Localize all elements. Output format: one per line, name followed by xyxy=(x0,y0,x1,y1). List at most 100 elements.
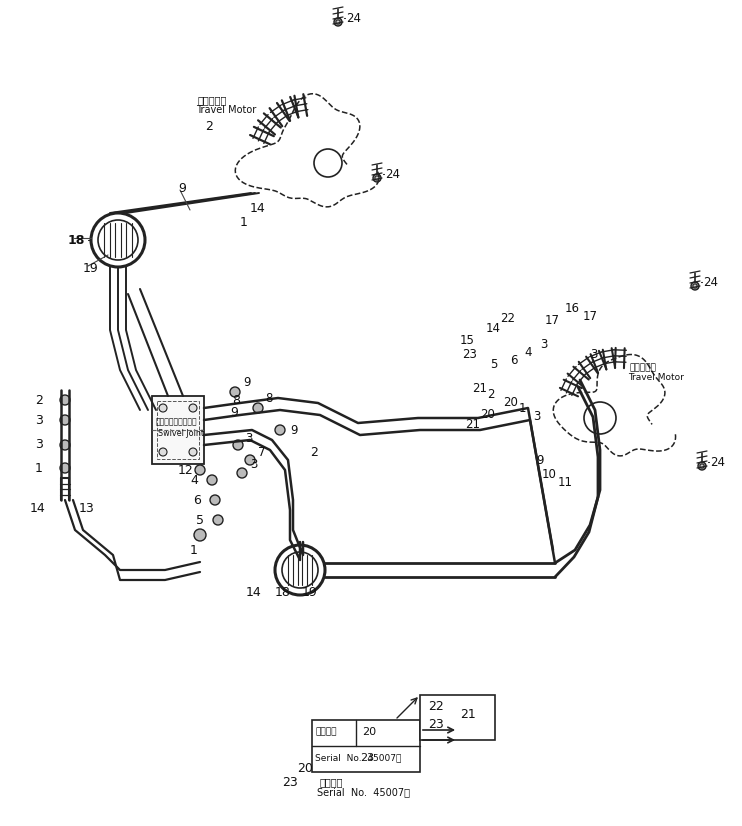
Circle shape xyxy=(159,404,167,412)
Text: 24: 24 xyxy=(385,168,400,181)
Text: 21: 21 xyxy=(460,709,476,721)
Text: 2: 2 xyxy=(35,393,43,406)
Circle shape xyxy=(60,463,70,473)
Text: 2: 2 xyxy=(310,447,318,459)
Text: 6: 6 xyxy=(193,493,201,506)
Text: Serial  No.  45007～: Serial No. 45007～ xyxy=(315,753,401,762)
Text: 14: 14 xyxy=(486,321,501,335)
Text: 2: 2 xyxy=(487,388,494,401)
Text: 11: 11 xyxy=(558,476,573,488)
Text: 12: 12 xyxy=(178,463,194,477)
Text: 23: 23 xyxy=(360,753,374,763)
Bar xyxy=(312,720,420,772)
Text: 23: 23 xyxy=(282,776,298,789)
Text: 18: 18 xyxy=(68,234,85,246)
Text: Swivel Joint: Swivel Joint xyxy=(158,430,204,439)
Text: 適用号等: 適用号等 xyxy=(320,777,344,787)
Text: 17: 17 xyxy=(583,310,598,322)
Text: 23: 23 xyxy=(428,719,444,732)
Text: 20: 20 xyxy=(297,762,313,775)
Text: 9: 9 xyxy=(230,406,238,419)
Text: 9: 9 xyxy=(243,376,251,388)
Text: 9: 9 xyxy=(536,453,543,467)
Text: 5: 5 xyxy=(196,514,204,526)
Circle shape xyxy=(375,176,379,180)
Text: 14: 14 xyxy=(246,586,262,599)
Text: 5: 5 xyxy=(490,358,497,372)
Text: 22: 22 xyxy=(428,700,444,714)
Text: 10: 10 xyxy=(542,468,557,482)
Text: 15: 15 xyxy=(460,334,475,346)
Text: 1: 1 xyxy=(35,462,43,474)
Text: 3: 3 xyxy=(590,349,597,362)
Text: 3: 3 xyxy=(245,431,252,444)
Circle shape xyxy=(60,395,70,405)
Circle shape xyxy=(60,440,70,450)
Text: 1: 1 xyxy=(190,544,198,557)
Text: 13: 13 xyxy=(79,501,95,515)
Circle shape xyxy=(159,448,167,456)
Circle shape xyxy=(210,495,220,505)
Circle shape xyxy=(275,425,285,435)
Circle shape xyxy=(373,174,381,182)
Circle shape xyxy=(189,404,197,412)
Circle shape xyxy=(253,403,263,413)
Text: 14: 14 xyxy=(30,501,46,515)
Text: 1: 1 xyxy=(240,216,248,229)
Text: 24: 24 xyxy=(703,276,718,288)
Text: 21: 21 xyxy=(465,419,480,431)
Circle shape xyxy=(189,448,197,456)
Text: 3: 3 xyxy=(250,458,257,472)
Text: Travel Motor: Travel Motor xyxy=(196,105,256,115)
Text: Travel Motor: Travel Motor xyxy=(628,373,684,382)
Text: 4: 4 xyxy=(190,473,198,487)
Bar xyxy=(420,695,495,740)
Text: 走行モータ: 走行モータ xyxy=(630,363,657,373)
Text: 18: 18 xyxy=(275,586,291,599)
Text: 21: 21 xyxy=(472,382,487,395)
Circle shape xyxy=(245,455,255,465)
Text: 20: 20 xyxy=(480,409,495,421)
Text: スイベルジョイント: スイベルジョイント xyxy=(156,417,197,426)
Text: 4: 4 xyxy=(524,345,531,358)
Text: 9: 9 xyxy=(290,424,298,436)
Circle shape xyxy=(213,515,223,525)
Circle shape xyxy=(230,387,240,397)
Text: 24: 24 xyxy=(346,12,361,25)
Circle shape xyxy=(194,529,206,541)
Circle shape xyxy=(698,462,706,470)
Text: 14: 14 xyxy=(250,202,266,215)
Circle shape xyxy=(700,464,704,468)
Text: 1: 1 xyxy=(519,401,527,415)
Circle shape xyxy=(237,468,247,478)
Text: 3: 3 xyxy=(35,414,43,426)
Circle shape xyxy=(693,284,697,288)
Text: 8: 8 xyxy=(232,393,240,406)
Circle shape xyxy=(334,18,342,26)
Text: 走行モータ: 走行モータ xyxy=(198,95,227,105)
Text: 3: 3 xyxy=(35,439,43,452)
Text: 8: 8 xyxy=(265,392,272,405)
Circle shape xyxy=(60,415,70,425)
Text: 6: 6 xyxy=(510,354,517,367)
Text: 16: 16 xyxy=(565,301,580,315)
Text: 20: 20 xyxy=(362,727,376,737)
Bar xyxy=(152,396,204,464)
Text: 22: 22 xyxy=(500,311,515,325)
Text: 3: 3 xyxy=(540,338,548,350)
Text: 17: 17 xyxy=(545,314,560,326)
Text: 24: 24 xyxy=(710,455,725,468)
Text: 19: 19 xyxy=(302,586,318,599)
Text: 9: 9 xyxy=(178,182,186,194)
Circle shape xyxy=(233,440,243,450)
Text: 19: 19 xyxy=(83,262,99,274)
Circle shape xyxy=(336,20,340,24)
Circle shape xyxy=(207,475,217,485)
Text: 20: 20 xyxy=(503,396,518,409)
Text: 3: 3 xyxy=(533,410,540,423)
Text: 23: 23 xyxy=(462,349,477,362)
Text: 適用号等: 適用号等 xyxy=(316,728,338,737)
Text: Serial  No.  45007～: Serial No. 45007～ xyxy=(317,787,410,797)
Circle shape xyxy=(691,282,699,290)
Text: 2: 2 xyxy=(205,120,213,132)
